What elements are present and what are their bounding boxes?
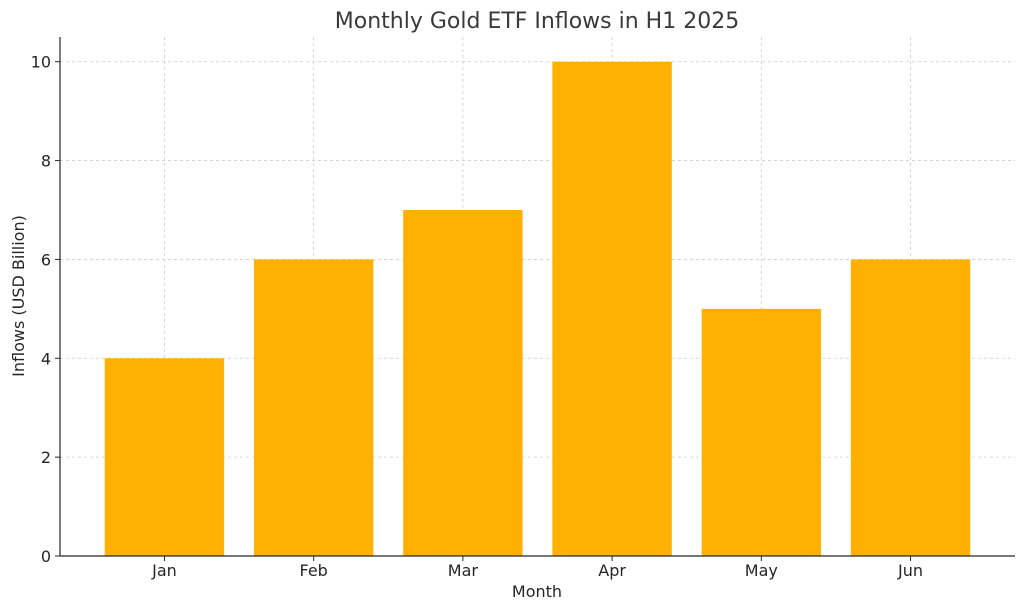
y-tick-label: 8 [41, 152, 51, 171]
ticks-layer: 0 2 4 6 8 10 Jan Feb Mar Apr May Jun [31, 53, 923, 580]
y-tick-label: 10 [31, 53, 51, 72]
x-tick-label: Apr [598, 561, 626, 580]
y-tick-label: 6 [41, 250, 51, 269]
x-axis-label: Month [512, 582, 562, 601]
chart-title: Monthly Gold ETF Inflows in H1 2025 [335, 9, 739, 34]
x-tick-label: Feb [300, 561, 328, 580]
y-tick-label: 2 [41, 448, 51, 467]
bar-feb [253, 259, 374, 556]
bars-layer [104, 61, 971, 556]
x-tick-label: Jan [151, 561, 177, 580]
x-tick-label: May [745, 561, 778, 580]
bar-may [701, 308, 822, 556]
x-tick-label: Jun [897, 561, 923, 580]
bar-jun [850, 259, 971, 556]
x-tick-label: Mar [448, 561, 479, 580]
axes-layer [59, 37, 1015, 557]
y-tick-label: 0 [41, 547, 51, 566]
bar-jan [104, 358, 225, 556]
bar-apr [552, 61, 672, 556]
y-axis-label: Inflows (USD Billion) [9, 215, 28, 377]
bar-mar [403, 210, 523, 556]
y-tick-label: 4 [41, 349, 51, 368]
